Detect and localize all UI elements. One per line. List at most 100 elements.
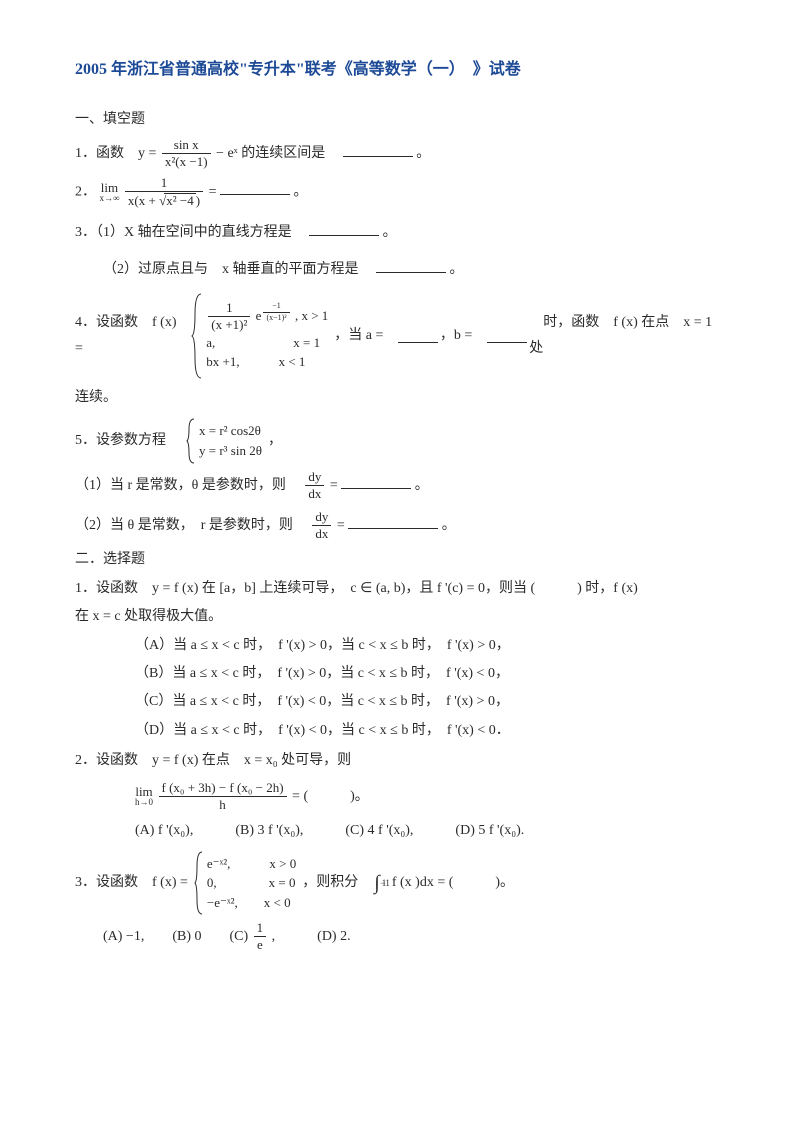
- q2-pre: 2．: [75, 184, 96, 199]
- q1-den: x²(x −1): [162, 154, 211, 169]
- s2q1b: 在 x = c 处取得极大值。: [75, 606, 725, 628]
- q3-1: 3．（1）X 轴在空间中的直线方程是 。: [75, 220, 725, 247]
- q4-mid3: 时，函数 f (x) 在点 x = 1 处: [529, 310, 725, 363]
- q4-blank-b: [487, 330, 527, 343]
- s2q2-num: f (x₀ + 3h) − f (x₀ − 2h): [159, 781, 287, 797]
- s2q3-Cn: 1: [254, 921, 267, 937]
- section1-heading: 一、填空题: [75, 107, 725, 134]
- q4-r3: bx +1, x < 1: [206, 352, 328, 372]
- s2q2-den: h: [159, 797, 287, 812]
- s2q2-limsub: h→0: [135, 798, 153, 807]
- q5-sfx: ，: [268, 428, 282, 455]
- q5-pre: 5．设参数方程: [75, 428, 180, 455]
- q4-pre: 4．设函数 f (x) =: [75, 310, 185, 363]
- q5-2-text: （2）当 θ 是常数， r 是参数时，则: [75, 518, 307, 533]
- q1-pre: 1．函数 y =: [75, 146, 156, 161]
- s2q3-mid: ，则积分: [302, 870, 372, 897]
- q2: 2． lim x→∞ 1 x(x + √x² −4) = 。: [75, 176, 725, 209]
- s2q3-cases: e⁻ˣ², x > 0 0, x = 0 −e⁻ˣ², x < 0: [194, 851, 296, 915]
- s2q2-expr: lim h→0 f (x₀ + 3h) − f (x₀ − 2h) h = ( …: [75, 781, 725, 813]
- q1: 1．函数 y = sin x x²(x −1) − eˣ 的连续区间是 。: [75, 138, 725, 170]
- q5-1-blank: [341, 476, 411, 489]
- q5-1-end: 。: [415, 478, 429, 493]
- q2-eq: =: [209, 184, 220, 199]
- q1-end: 。: [416, 146, 430, 161]
- q2-frac: 1 x(x + √x² −4): [123, 176, 205, 209]
- q5-1-eq: =: [330, 478, 341, 493]
- s2q3-r1: e⁻ˣ², x > 0: [207, 854, 296, 874]
- q2-rad: x² −4: [164, 193, 195, 208]
- brace-icon: [186, 418, 199, 464]
- s2q2-opts: (A) f '(x₀), (B) 3 f '(x₀), (C) 4 f '(x₀…: [75, 818, 725, 845]
- q5-dy1: dy: [305, 470, 324, 486]
- q1-num: sin x: [162, 138, 211, 154]
- q5-2: （2）当 θ 是常数， r 是参数时，则 dydx = 。: [75, 510, 725, 542]
- q3-2-end: 。: [450, 262, 464, 277]
- brace-icon: [191, 293, 206, 379]
- brace-icon: [194, 851, 207, 915]
- s2q3-opts: (A) −1, (B) 0 (C) 1e , (D) 2.: [75, 921, 725, 953]
- s2q1-A: （A）当 a ≤ x < c 时， f '(x) > 0，当 c < x ≤ b…: [75, 635, 725, 657]
- q1-frac: sin x x²(x −1): [160, 138, 213, 170]
- q3-1-end: 。: [383, 225, 397, 240]
- q4-mid2: ，b =: [440, 323, 485, 350]
- q5-1: （1）当 r 是常数，θ 是参数时，则 dydx = 。: [75, 470, 725, 502]
- s2q3-body: f (x )dx = ( )。: [392, 870, 514, 897]
- q4-r1-num: 1: [208, 301, 250, 317]
- q5-r1: x = r² cos2θ: [199, 421, 262, 441]
- q4-r1-den: (x +1)²: [208, 317, 250, 332]
- q5-dx1: dx: [305, 486, 324, 501]
- q4-r1-cond: , x > 1: [295, 308, 328, 323]
- q3-1-text: 3．（1）X 轴在空间中的直线方程是: [75, 225, 306, 240]
- q2-blank: [220, 182, 290, 195]
- s2q2: 2．设函数 y = f (x) 在点 x = x₀ 处可导，则: [75, 748, 725, 775]
- s2q3-D: , (D) 2.: [272, 929, 351, 944]
- s2q2-tail: = ( )。: [292, 789, 369, 804]
- q2-end: 。: [293, 184, 307, 199]
- q4-exp-d: (x−1)²: [263, 313, 289, 323]
- page-title: 2005 年浙江省普通高校"专升本"联考《高等数学（一） 》试卷: [75, 55, 725, 85]
- section2-heading: 二．选择题: [75, 547, 725, 574]
- q1-blank: [343, 144, 413, 157]
- q2-lim: lim: [100, 181, 120, 194]
- q5: 5．设参数方程 x = r² cos2θ y = r³ sin 2θ ，: [75, 418, 725, 464]
- s2q1-B: （B）当 a ≤ x < c 时， f '(x) > 0，当 c < x ≤ b…: [75, 663, 725, 685]
- q3-2-text: （2）过原点且与 x 轴垂直的平面方程是: [103, 262, 373, 277]
- s2q3-Cd: e: [254, 937, 267, 952]
- s2q1: 1．设函数 y = f (x) 在 [a，b] 上连续可导， c ∈ (a, b…: [75, 578, 725, 600]
- q4-blank-a: [398, 330, 438, 343]
- q4: 4．设函数 f (x) = 1 (x +1)² e−1(x−1)² , x > …: [75, 293, 725, 379]
- s2q1-a: 1．设函数 y = f (x) 在 [a，b] 上连续可导， c ∈ (a, b…: [75, 581, 638, 596]
- q2-den-a: x(x +: [128, 193, 159, 208]
- q3-2: （2）过原点且与 x 轴垂直的平面方程是 。: [75, 257, 725, 284]
- q2-limsub: x→∞: [100, 194, 120, 203]
- s2q3-A: (A) −1, (B) 0 (C): [103, 929, 248, 944]
- q5-1-text: （1）当 r 是常数，θ 是参数时，则: [75, 478, 300, 493]
- q4-cases: 1 (x +1)² e−1(x−1)² , x > 1 a, x = 1 bx …: [191, 293, 328, 379]
- s2q3-r2: 0, x = 0: [207, 873, 296, 893]
- s2q3-pre: 3．设函数 f (x) =: [75, 870, 188, 897]
- s2q3: 3．设函数 f (x) = e⁻ˣ², x > 0 0, x = 0 −e⁻ˣ²…: [75, 851, 725, 915]
- q5-2-end: 。: [442, 518, 456, 533]
- q2-num: 1: [125, 176, 203, 192]
- s2q1-C: （C）当 a ≤ x < c 时， f '(x) < 0，当 c < x ≤ b…: [75, 691, 725, 713]
- q3-1-blank: [309, 223, 379, 236]
- q4-mid1: ，当 a =: [334, 323, 396, 350]
- q5-dy2: dy: [312, 510, 331, 526]
- q4-cont: 连续。: [75, 385, 725, 412]
- q5-r2: y = r³ sin 2θ: [199, 441, 262, 461]
- q3-2-blank: [376, 260, 446, 273]
- q1-mid: − eˣ 的连续区间是: [216, 146, 339, 161]
- q4-exp-n: −1: [263, 302, 289, 313]
- s2q1-D: （D）当 a ≤ x < c 时， f '(x) < 0，当 c < x ≤ b…: [75, 720, 725, 742]
- s2q3-r3: −e⁻ˣ², x < 0: [207, 893, 296, 913]
- q2-den: x(x + √x² −4): [125, 192, 203, 208]
- q5-cases: x = r² cos2θ y = r³ sin 2θ: [186, 418, 262, 464]
- exam-page: 2005 年浙江省普通高校"专升本"联考《高等数学（一） 》试卷 一、填空题 1…: [0, 0, 800, 1133]
- q4-r2: a, x = 1: [206, 333, 328, 353]
- q5-dx2: dx: [312, 526, 331, 541]
- q5-2-blank: [348, 516, 438, 529]
- q5-2-eq: =: [337, 518, 348, 533]
- q2-den-b: ): [196, 193, 200, 208]
- integral-icon: ∫: [374, 864, 379, 902]
